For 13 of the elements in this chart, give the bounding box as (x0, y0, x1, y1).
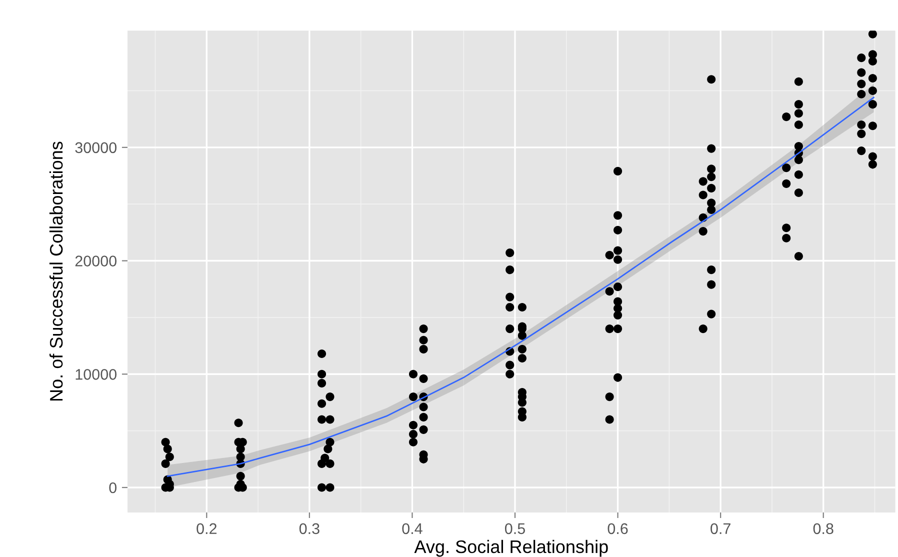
x-tick-label: 0.2 (196, 523, 217, 534)
x-tick-label: 0.8 (813, 523, 834, 534)
x-tick-label: 0.4 (402, 523, 422, 534)
y-tick-label: 30000 (75, 142, 117, 154)
y-tick-label: 10000 (76, 369, 117, 380)
y-tick-label: 0 (109, 482, 117, 494)
y-axis-title: No. of Successful Collaborations (49, 142, 63, 401)
x-axis-title: Avg. Social Relationship (414, 540, 608, 557)
y-tick-label: 20000 (75, 256, 117, 266)
x-tick-label: 0.7 (710, 523, 730, 534)
x-tick-label: 0.5 (504, 523, 525, 534)
x-tick-label: 0.3 (299, 523, 320, 534)
x-tick-label: 0.6 (608, 523, 628, 534)
